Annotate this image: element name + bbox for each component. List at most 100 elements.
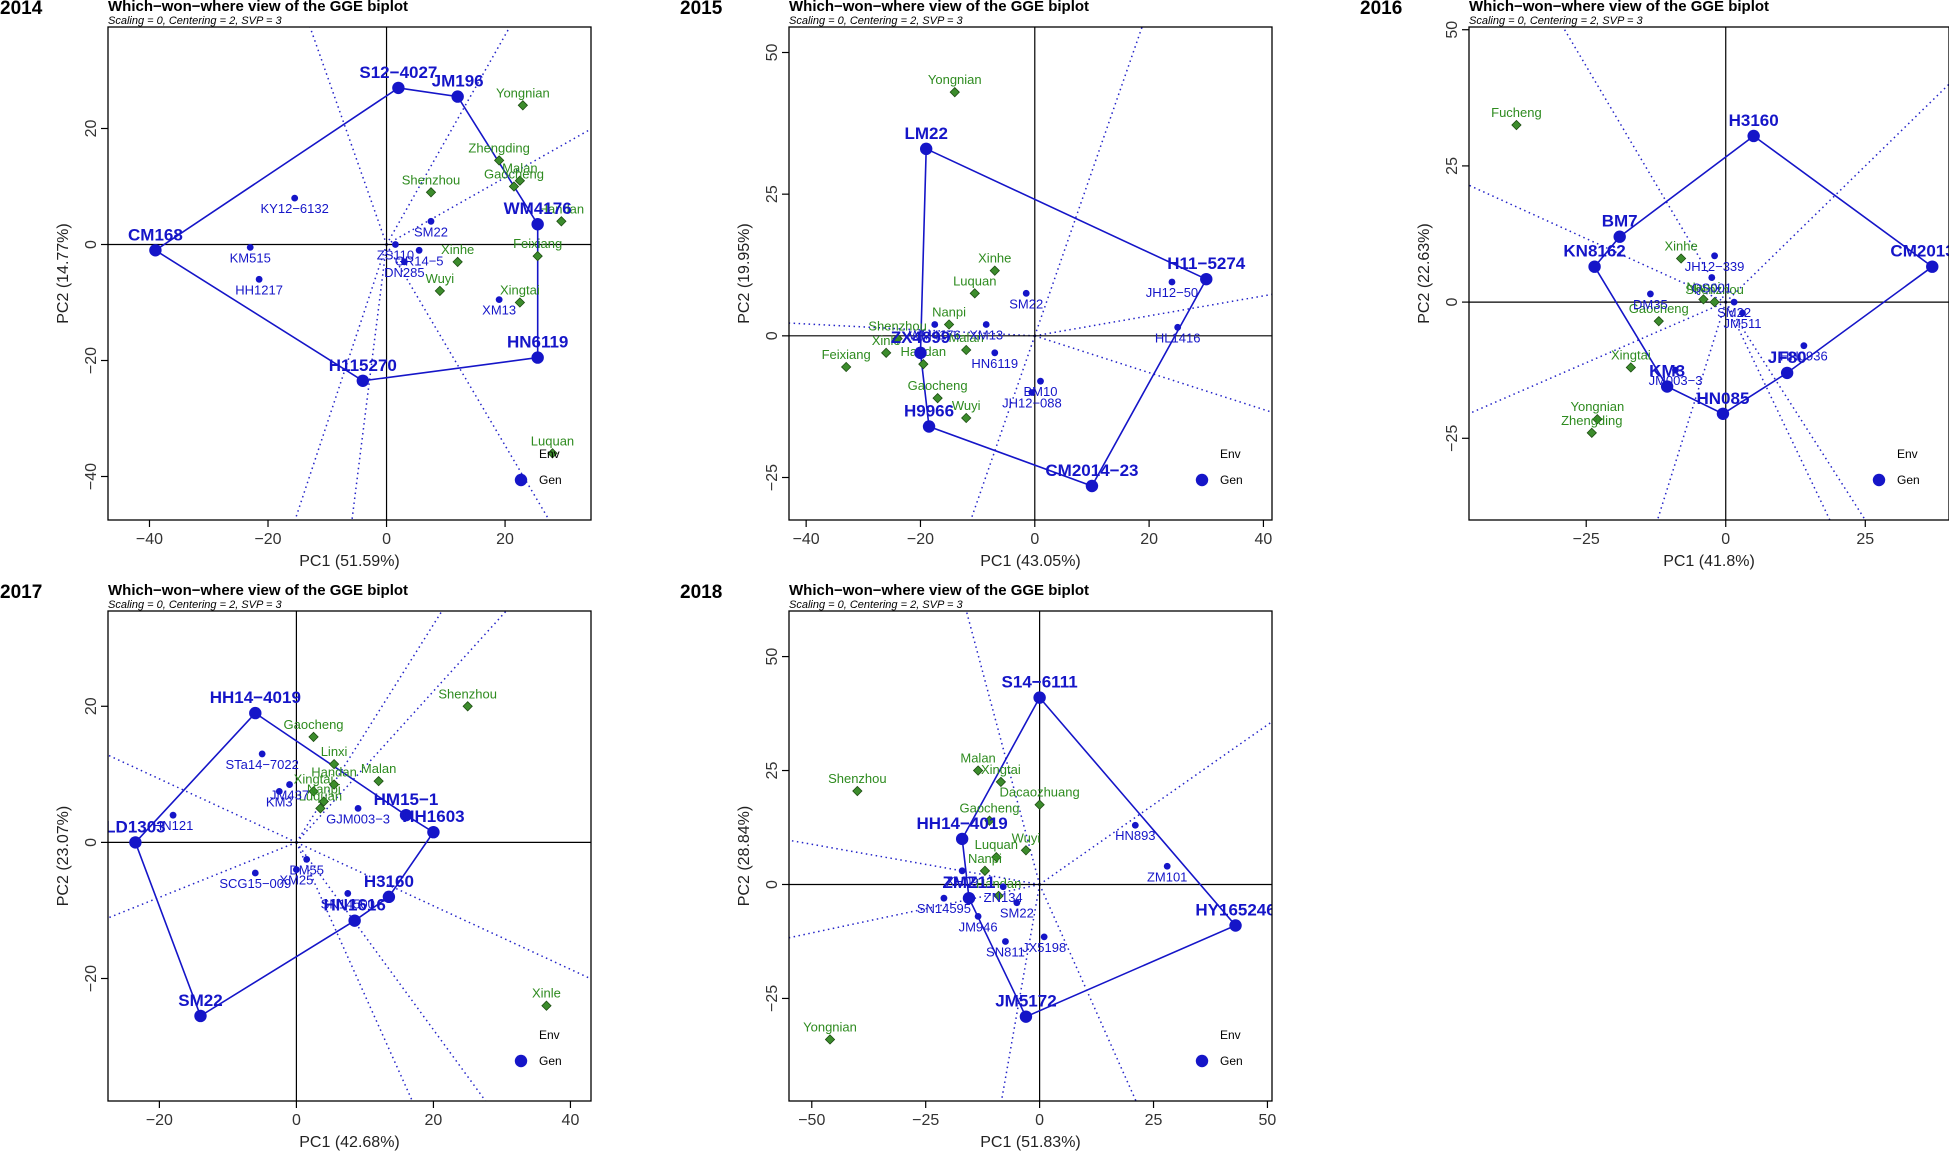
plot-frame bbox=[788, 26, 1273, 521]
sector-line bbox=[295, 842, 413, 1101]
environment-label: Luquan bbox=[299, 788, 342, 803]
environment-marker bbox=[452, 256, 463, 268]
sector-line bbox=[1725, 301, 1866, 520]
panel-title: Which−won−where view of the GGE biplot bbox=[108, 582, 408, 599]
environment-label: Shenzhou bbox=[438, 686, 497, 701]
environment-marker bbox=[508, 181, 520, 192]
genotype-marker bbox=[291, 194, 299, 202]
vertex-genotype-marker bbox=[531, 351, 544, 364]
genotype-marker bbox=[1800, 342, 1808, 350]
genotype-marker bbox=[1646, 290, 1654, 298]
convex-hull bbox=[919, 147, 1208, 487]
vertex-genotype-marker bbox=[1747, 129, 1760, 143]
genotype-marker bbox=[1002, 938, 1009, 945]
environment-label: Malan bbox=[361, 761, 396, 776]
sector-line bbox=[386, 128, 591, 246]
environment-label: Gaocheng bbox=[1629, 301, 1689, 316]
environment-marker bbox=[949, 87, 960, 98]
sector-line bbox=[789, 322, 1035, 337]
y-tick-label: 0 bbox=[83, 838, 100, 847]
y-tick-label: 0 bbox=[1444, 298, 1461, 307]
environment-label: Handan bbox=[311, 765, 357, 780]
y-tick-label: −40 bbox=[83, 463, 100, 490]
environment-label: Nanpi bbox=[968, 851, 1002, 866]
environment-marker bbox=[989, 265, 1000, 276]
y-tick-label: 0 bbox=[83, 240, 100, 249]
genotype-marker bbox=[246, 244, 254, 251]
sector-line bbox=[295, 611, 507, 843]
environment-label: Shenzhou bbox=[402, 172, 461, 187]
legend-gen-marker bbox=[1872, 473, 1886, 487]
genotype-marker bbox=[974, 912, 982, 920]
genotype-marker bbox=[1040, 933, 1048, 941]
plot-area: Yongnian Zhengding Malan Shenzhou Gaocheng Ha… bbox=[108, 27, 591, 520]
panel-title: Which−won−where view of the GGE biplot bbox=[789, 582, 1089, 599]
panel-title: Which−won−where view of the GGE biplot bbox=[789, 0, 1089, 15]
legend-env-label: Env bbox=[539, 1028, 560, 1042]
environment-marker bbox=[932, 393, 943, 404]
vertex-genotype-label: S12−4027 bbox=[359, 63, 437, 82]
genotype-marker bbox=[392, 241, 399, 248]
environment-marker bbox=[1675, 253, 1687, 264]
genotype-marker bbox=[999, 883, 1007, 891]
y-tick-label: 50 bbox=[1444, 21, 1461, 39]
vertex-genotype-marker bbox=[1200, 272, 1213, 286]
convex-hull bbox=[153, 87, 539, 382]
environment-marker bbox=[425, 187, 437, 198]
environment-label: Xingtai bbox=[981, 762, 1021, 777]
vertex-genotype-marker bbox=[1588, 260, 1601, 273]
environment-label: Xingtai bbox=[500, 283, 540, 298]
genotype-label: SM22 bbox=[414, 224, 448, 239]
y-tick-label: 25 bbox=[764, 762, 781, 780]
genotype-marker bbox=[293, 866, 300, 874]
genotype-marker bbox=[495, 296, 503, 303]
vertex-genotype-marker bbox=[1716, 407, 1730, 420]
environment-label: Feixiang bbox=[513, 236, 562, 251]
genotype-label: HH0936 bbox=[1780, 349, 1828, 364]
environment-marker bbox=[984, 815, 995, 826]
vertex-genotype-marker bbox=[194, 1009, 207, 1023]
genotype-marker bbox=[251, 869, 259, 877]
vertex-genotype-label: ZX4899 bbox=[891, 328, 951, 347]
panel-year-label: 2016 bbox=[1360, 0, 1402, 19]
environment-marker bbox=[918, 359, 929, 370]
sector-line bbox=[1469, 184, 1727, 303]
plot-frame bbox=[788, 610, 1273, 1102]
environment-marker bbox=[1653, 316, 1664, 327]
genotype-marker bbox=[275, 787, 283, 795]
vertex-genotype-label: KN8162 bbox=[1563, 242, 1625, 261]
panel-subtitle: Scaling = 0, Centering = 2, SVP = 3 bbox=[1469, 15, 1643, 27]
panel-subtitle: Scaling = 0, Centering = 2, SVP = 3 bbox=[108, 599, 282, 611]
vertex-genotype-marker bbox=[531, 218, 544, 231]
vertex-genotype-label: CM2014−23 bbox=[1045, 461, 1138, 480]
genotype-label: DM35 bbox=[1633, 297, 1668, 312]
environment-label: Shenzhou bbox=[828, 771, 887, 786]
sector-line bbox=[1039, 721, 1272, 886]
environment-label: Yongnian bbox=[928, 72, 982, 87]
sector-line bbox=[294, 244, 388, 520]
vertex-genotype-marker bbox=[399, 808, 413, 822]
genotype-marker bbox=[169, 811, 177, 819]
vertex-genotype-label: JM196 bbox=[432, 72, 484, 91]
x-tick-label: −50 bbox=[798, 1112, 825, 1129]
vertex-genotype-label: HN085 bbox=[1696, 389, 1749, 408]
plot-frame bbox=[107, 26, 592, 521]
x-axis-label: PC1 (51.59%) bbox=[299, 553, 400, 570]
environment-label: Handan bbox=[976, 876, 1022, 891]
genotype-marker bbox=[427, 217, 435, 225]
genotype-label: DN285 bbox=[384, 265, 424, 280]
genotype-marker bbox=[991, 349, 999, 357]
sector-line bbox=[1656, 301, 1727, 520]
environment-marker bbox=[328, 758, 340, 770]
genotype-marker bbox=[1708, 274, 1716, 281]
x-axis-label: PC1 (51.83%) bbox=[980, 1134, 1081, 1151]
vertex-genotype-label: LM22 bbox=[904, 124, 947, 143]
y-tick-label: 25 bbox=[1444, 157, 1461, 175]
environment-marker bbox=[961, 344, 972, 356]
environment-label: Luquan bbox=[531, 433, 574, 448]
sector-line bbox=[1562, 27, 1727, 303]
vertex-genotype-label: JF80 bbox=[1768, 348, 1807, 367]
genotype-marker bbox=[258, 750, 266, 758]
sector-line bbox=[1034, 27, 1143, 337]
environment-marker bbox=[434, 285, 446, 297]
